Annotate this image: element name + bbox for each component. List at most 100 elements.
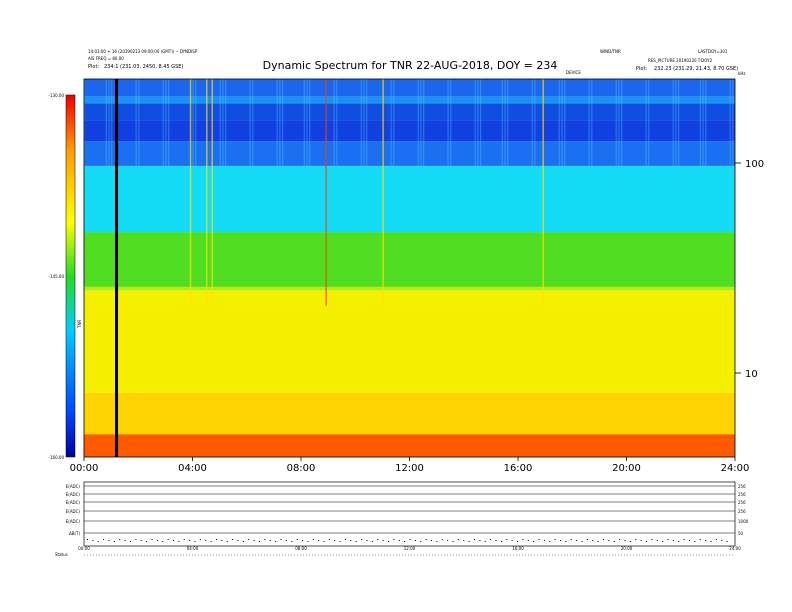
burst-0 [189, 79, 192, 306]
spectrum-band-3 [84, 120, 735, 142]
spectrum-band-8 [84, 290, 735, 393]
lower-dot [291, 541, 293, 542]
lower-dot [216, 539, 217, 540]
lower-dot [656, 540, 658, 541]
lower-dot [205, 540, 207, 541]
upper-stripe-38 [447, 79, 449, 166]
upper-stripe-32 [561, 79, 563, 166]
header-right-line1-left: WIND/TNR [600, 49, 621, 54]
x-tick-label: 16:00 [504, 463, 533, 474]
lower-dot [361, 539, 363, 540]
khz-unit-label: kHz [738, 71, 745, 76]
lower-row-right-label: 1000 [738, 519, 749, 524]
lower-x-tick-label: 24:00 [729, 546, 741, 551]
header-left-line2: AIS FREQ = 80.00 [88, 56, 124, 61]
x-tick-label: 08:00 [287, 463, 316, 474]
lower-dot [264, 539, 266, 540]
spectrum-band-4 [84, 141, 735, 166]
upper-stripe-11 [309, 79, 311, 166]
upper-stripe-41 [390, 79, 392, 166]
lower-dot [398, 540, 400, 541]
lower-dot [705, 540, 707, 541]
upper-stripe-12 [507, 79, 509, 166]
upper-stripe-58 [501, 79, 503, 166]
upper-stripe-9 [564, 79, 566, 166]
header-right-line1-right: LASTDOY=301 [698, 49, 728, 54]
lower-dot [678, 541, 680, 542]
upper-stripe-37 [249, 79, 251, 166]
lower-row-label: E(ADC) [66, 519, 81, 524]
lower-dot [662, 541, 664, 542]
lower-dot [527, 540, 529, 541]
upper-stripe-15 [450, 79, 452, 166]
colorbar-tick-label: -160.00 [49, 455, 65, 460]
lower-dot [420, 541, 422, 542]
lower-dot [237, 540, 239, 541]
upper-stripe-14 [252, 79, 254, 166]
lower-dot [608, 540, 610, 541]
upper-stripe-59 [699, 79, 701, 166]
lower-dot [140, 540, 142, 541]
lower-panel-frame [83, 481, 736, 547]
lower-dot [586, 539, 588, 540]
spectrum-band-7 [84, 286, 735, 291]
lower-dot [495, 540, 497, 541]
lower-dot [151, 539, 153, 540]
upper-stripe-49 [672, 79, 674, 166]
lower-dot [581, 541, 583, 542]
y-tick-label: 100 [745, 159, 764, 170]
lower-dot [339, 541, 341, 542]
lower-dot [253, 540, 255, 541]
lower-dot [629, 541, 631, 542]
colorbar-ticks: -130.00 -145.00 -160.00 [49, 93, 65, 460]
upper-stripe-2 [480, 79, 482, 166]
lower-dot [533, 541, 535, 542]
lower-dot [694, 541, 696, 542]
header-right-line2: RES_PICTURE 20190220 T:DOY2 [648, 58, 713, 63]
lower-dot [619, 539, 621, 540]
upper-stripe-3 [678, 79, 680, 166]
lower-dot [404, 541, 406, 542]
lower-dot [715, 539, 717, 540]
upper-stripe-29 [618, 79, 620, 166]
upper-stripe-16 [648, 79, 650, 166]
lower-dot [371, 541, 373, 542]
upper-stripe-36 [702, 79, 704, 166]
lower-dot [259, 541, 260, 542]
lower-row-right-label: 256 [738, 500, 746, 505]
upper-stripe-39 [645, 79, 647, 166]
upper-stripe-28 [420, 79, 422, 166]
lower-dot [549, 541, 551, 542]
upper-stripe-40 [192, 79, 194, 166]
lower-dot [646, 541, 647, 542]
lower-dot [554, 539, 556, 540]
lower-dot [490, 539, 492, 540]
upper-stripe-43 [135, 79, 137, 166]
lower-row-label: E(ADC) [66, 509, 81, 514]
upper-stripe-57 [303, 79, 305, 166]
lower-dot [366, 540, 368, 541]
lower-dot [506, 539, 508, 540]
upper-stripe-21 [336, 79, 338, 166]
upper-stripe-18 [393, 79, 395, 166]
lower-dot [130, 541, 131, 542]
lower-dot [183, 539, 185, 540]
upper-stripe-33 [108, 79, 110, 166]
lower-row-right-label: 256 [738, 492, 746, 497]
lower-dot [672, 540, 674, 541]
lower-dot [689, 540, 690, 541]
time-marker [115, 79, 119, 457]
x-tick-label: 12:00 [395, 463, 424, 474]
spectrum-band-10 [84, 434, 735, 457]
lower-row-right-label: 256 [738, 484, 746, 489]
lower-dot [275, 541, 277, 542]
lower-dot [312, 539, 314, 540]
lower-dot [592, 540, 594, 541]
chart-title: Dynamic Spectrum for TNR 22-AUG-2018, DO… [263, 59, 558, 72]
lower-dot [103, 539, 105, 540]
y-tick-label: 10 [745, 369, 758, 380]
upper-stripe-42 [588, 79, 590, 166]
header-left-plot-value: 234:1 (231.03, 2450, 8.45 GSE) [104, 64, 183, 70]
lower-dot [565, 541, 567, 542]
lower-dot [242, 541, 244, 542]
